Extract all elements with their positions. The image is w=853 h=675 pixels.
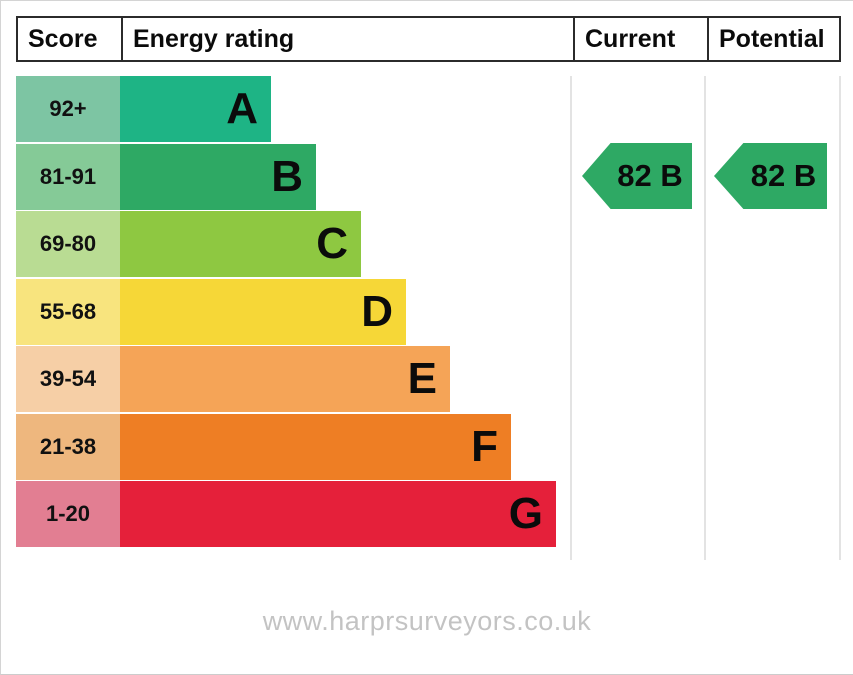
band-bar: A [120,76,271,142]
band-letter: G [508,489,543,538]
band-bar: D [120,278,406,345]
band-row: 39-54 E [16,346,556,412]
header-energy-rating: Energy rating [121,18,573,60]
band-letter: B [271,151,303,201]
band-letter: F [471,421,498,471]
column-separator-potential [704,76,706,560]
band-bar: G [120,481,556,547]
band-row: 81-91 B [16,143,556,210]
current-rating-arrow: 82 B [582,143,692,209]
potential-rating-arrow: 82 B [714,143,827,209]
band-score-range: 69-80 [16,211,120,277]
band-row: 21-38 F [16,413,556,480]
band-bar: E [120,346,450,412]
current-rating-value: 82 B [617,158,683,193]
band-score-range: 81-91 [16,143,120,210]
band-bar: C [120,211,361,277]
band-letter: C [316,219,348,268]
band-chart: 92+ A 81-91 B 69-80 C 55-68 D 39-54 E [16,76,556,549]
column-separator-current [570,76,572,560]
band-score-range: 1-20 [16,481,120,547]
watermark-text: www.harprsurveyors.co.uk [262,606,592,636]
potential-rating-value: 82 B [750,158,817,193]
column-separator-right [839,76,841,560]
header-current: Current [573,18,707,60]
band-score-range: 55-68 [16,278,120,345]
band-row: 1-20 G [16,481,556,547]
band-letter: E [407,354,437,403]
band-letter: A [226,84,258,133]
band-bar: B [120,143,316,210]
header-score: Score [28,24,98,53]
band-row: 69-80 C [16,211,556,277]
band-score-range: 39-54 [16,346,120,412]
band-letter: D [361,286,393,336]
band-row: 55-68 D [16,278,556,345]
band-bar: F [120,413,511,480]
chart-header: Score Energy rating Current Potential [16,16,841,62]
header-potential: Potential [707,18,839,60]
band-score-range: 92+ [16,76,120,142]
band-score-range: 21-38 [16,413,120,480]
band-row: 92+ A [16,76,556,142]
